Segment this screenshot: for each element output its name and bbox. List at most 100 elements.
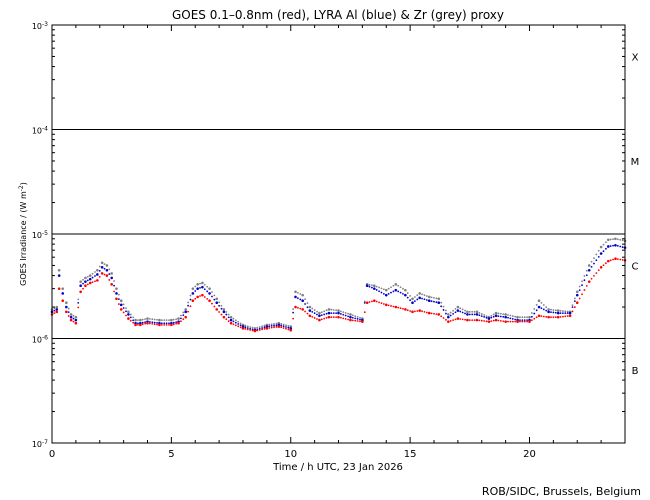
trace-dot [578,285,581,288]
trace-dot [490,316,493,319]
series-2 [50,257,627,333]
y-axis-label-base: GOES Irradiance / (W m [19,191,28,286]
trace-dot [203,296,206,298]
data-point [134,323,137,327]
trace-dot [468,310,471,313]
y-tick-label-exp: -5 [42,230,48,237]
trace-dot [435,297,438,300]
data-point [504,315,507,319]
class-label-X: X [632,52,639,63]
trace-dot [256,326,259,329]
trace-dot [445,312,447,315]
trace-dot [125,307,127,310]
trace-dot [189,305,192,308]
credit-text: ROB/SIDC, Brussels, Belgium [482,485,641,498]
trace-dot [206,297,209,300]
trace-dot [363,302,366,304]
trace-dot [605,247,607,250]
trace-dot [492,319,495,322]
trace-dot [573,306,576,308]
data-point [456,309,460,312]
trace-dot [86,279,89,282]
data-point [139,323,142,327]
trace-dot [392,284,395,287]
data-point [327,315,331,319]
data-point [184,310,187,314]
trace-dot [98,265,101,268]
trace-dot [363,300,366,303]
data-point [55,305,59,309]
data-point [100,266,104,269]
trace-dot [406,292,409,294]
trace-dot [605,241,607,244]
trace-dot [593,257,595,259]
trace-dot [559,309,562,312]
trace-dot [368,301,371,303]
y-tick-label-exp: -6 [42,334,48,341]
trace-dot [502,320,505,323]
trace-dot [232,323,235,326]
data-point [119,303,123,307]
data-point [289,325,293,328]
trace-dot [125,314,127,317]
trace-dot [351,319,354,322]
trace-dot [416,310,419,312]
trace-dot [485,315,488,317]
trace-dot [523,316,526,319]
data-point [127,310,130,314]
data-point [105,264,109,267]
trace-dot [442,309,445,311]
data-point [201,285,204,289]
trace-dot [514,320,517,323]
data-point [158,323,161,327]
trace-dot [507,314,509,316]
trace-dot [390,305,392,307]
trace-dot [440,305,443,308]
trace-dot [117,298,120,301]
trace-dot [578,297,581,300]
trace-dot [182,311,185,314]
trace-dot [459,307,462,310]
trace-dot [571,306,574,309]
data-point [265,325,269,328]
trace-dot [602,243,605,246]
data-point [494,311,498,315]
trace-dot [535,303,538,306]
series-layer [50,237,627,333]
trace-dot [521,319,524,321]
data-point [547,315,550,319]
data-point [100,261,104,265]
data-point [587,264,591,267]
trace-dot [282,323,285,326]
trace-dot [473,310,476,313]
trace-dot [375,300,378,303]
trace-dot [163,319,166,321]
y-tick-label-base: 10 [32,336,42,345]
trace-dot [605,262,607,265]
trace-dot [53,312,56,315]
trace-dot [285,326,287,328]
trace-dot [540,315,543,318]
trace-dot [273,322,275,325]
data-point [208,299,211,303]
trace-dot [597,255,600,258]
trace-dot [552,311,555,314]
data-point [65,310,68,314]
data-point [229,315,233,319]
trace-dot [442,305,445,308]
trace-dot [258,326,261,328]
y-tick-label-2: 10-5 [32,230,48,241]
trace-dot [423,298,426,301]
trace-dot [478,319,481,322]
data-point [599,245,603,249]
trace-dot [132,316,135,319]
trace-dot [402,287,404,290]
y-tick-label-4: 10-3 [32,21,48,32]
trace-dot [514,318,517,321]
trace-dot [502,315,505,318]
trace-dot [330,312,333,314]
data-point [61,299,65,303]
data-point [475,318,479,322]
trace-dot [519,316,521,319]
data-point [575,293,579,297]
